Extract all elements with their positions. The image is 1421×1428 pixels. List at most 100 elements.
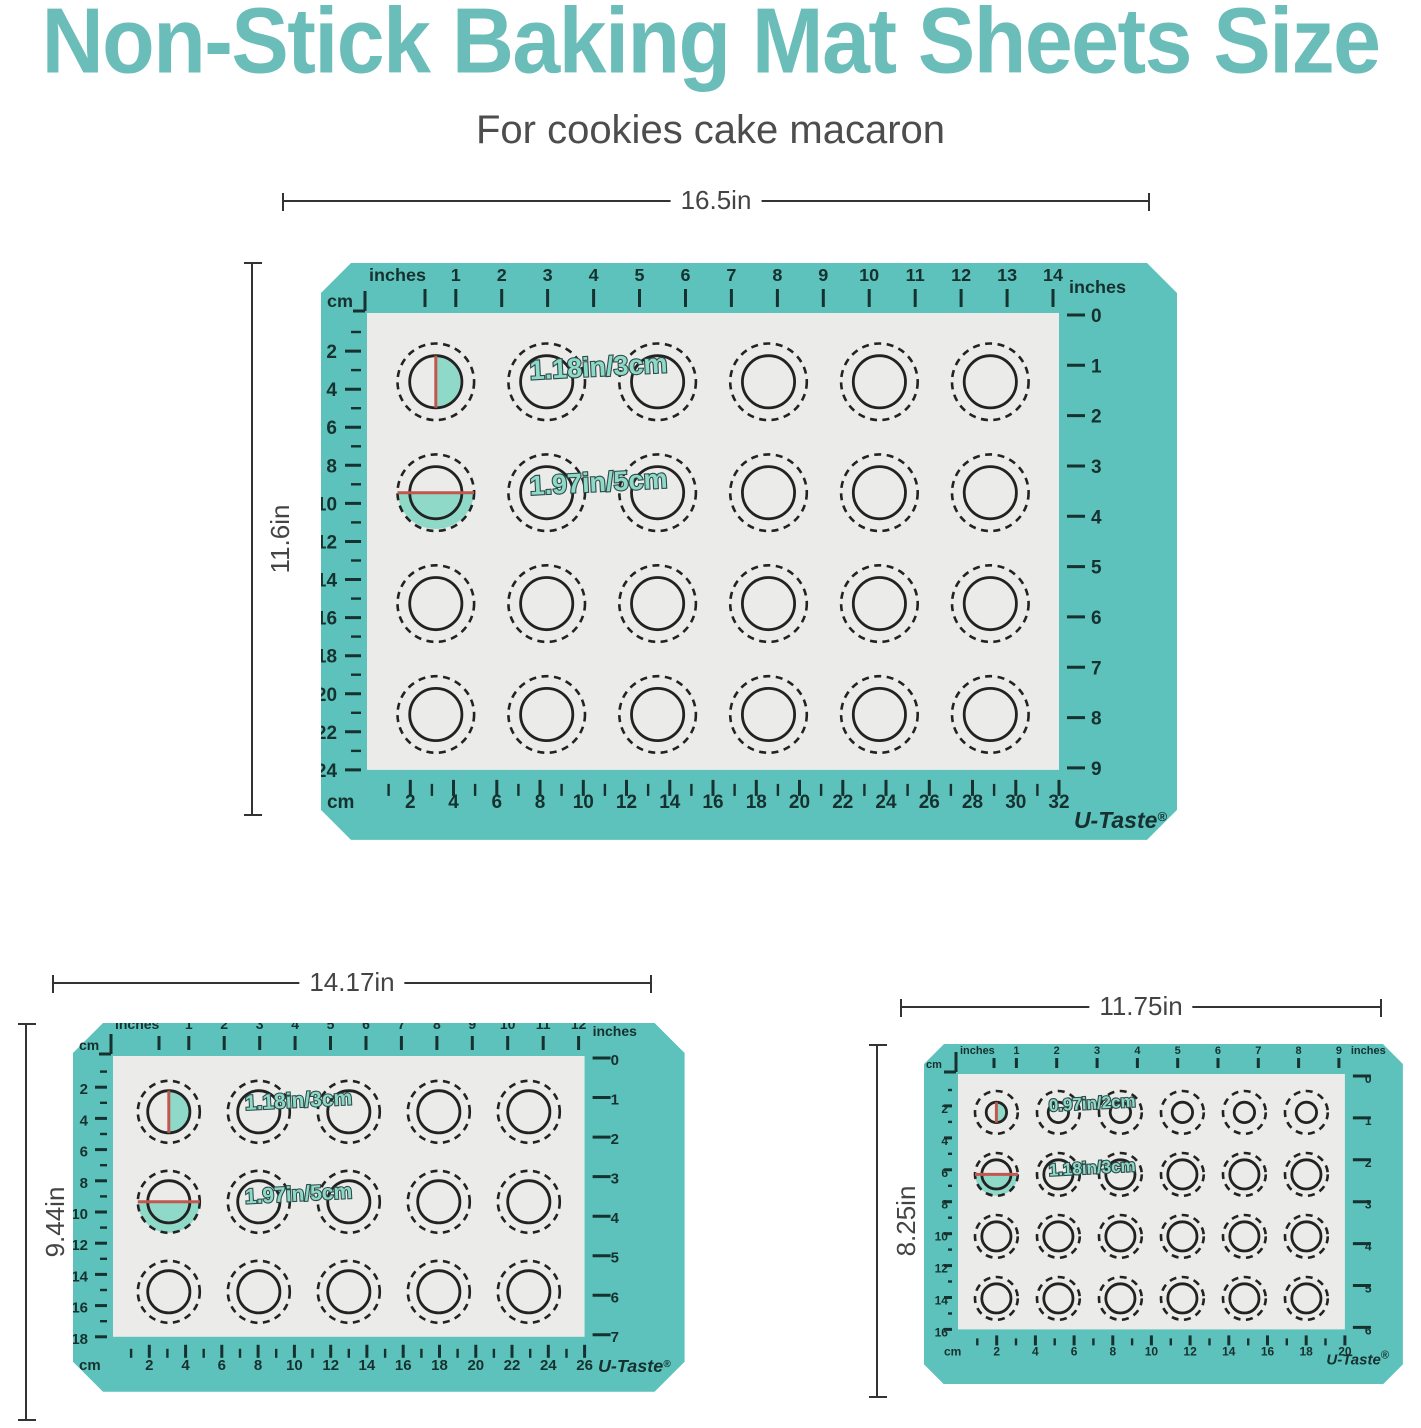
svg-text:inches: inches bbox=[369, 265, 426, 285]
svg-text:22: 22 bbox=[504, 1357, 521, 1374]
svg-text:12: 12 bbox=[571, 1023, 587, 1032]
svg-text:16: 16 bbox=[395, 1357, 412, 1374]
svg-text:20: 20 bbox=[789, 792, 810, 813]
svg-text:4: 4 bbox=[448, 792, 459, 813]
svg-text:20: 20 bbox=[321, 685, 337, 706]
svg-text:22: 22 bbox=[321, 723, 337, 744]
svg-text:14: 14 bbox=[1043, 265, 1063, 285]
svg-text:inches: inches bbox=[1351, 1045, 1386, 1057]
svg-text:8: 8 bbox=[326, 456, 337, 477]
svg-text:20: 20 bbox=[467, 1357, 484, 1374]
svg-text:cm: cm bbox=[926, 1059, 942, 1071]
svg-text:10: 10 bbox=[500, 1023, 516, 1032]
svg-text:16: 16 bbox=[321, 609, 337, 630]
svg-text:2: 2 bbox=[405, 792, 416, 813]
svg-text:4: 4 bbox=[181, 1357, 190, 1374]
svg-text:16: 16 bbox=[73, 1300, 88, 1317]
svg-text:4: 4 bbox=[611, 1210, 620, 1227]
svg-text:2: 2 bbox=[1365, 1156, 1372, 1170]
svg-text:9: 9 bbox=[818, 265, 828, 285]
svg-text:10: 10 bbox=[935, 1230, 949, 1244]
svg-text:8: 8 bbox=[1296, 1045, 1302, 1057]
svg-text:7: 7 bbox=[1255, 1045, 1261, 1057]
svg-text:8: 8 bbox=[772, 265, 782, 285]
svg-text:2: 2 bbox=[993, 1344, 1000, 1358]
svg-text:8: 8 bbox=[1091, 709, 1102, 730]
svg-text:24: 24 bbox=[540, 1357, 557, 1374]
svg-text:5: 5 bbox=[1175, 1045, 1181, 1057]
svg-text:4: 4 bbox=[80, 1112, 89, 1129]
svg-text:8: 8 bbox=[433, 1023, 441, 1032]
svg-text:2: 2 bbox=[941, 1102, 948, 1116]
svg-text:6: 6 bbox=[218, 1357, 226, 1374]
svg-text:10: 10 bbox=[1145, 1344, 1159, 1358]
svg-text:5: 5 bbox=[327, 1023, 335, 1032]
svg-text:inches: inches bbox=[1069, 277, 1126, 297]
svg-text:6: 6 bbox=[1365, 1323, 1372, 1337]
svg-text:7: 7 bbox=[398, 1023, 406, 1032]
svg-text:1: 1 bbox=[611, 1091, 619, 1108]
svg-text:6: 6 bbox=[1091, 608, 1102, 629]
svg-text:11: 11 bbox=[906, 265, 925, 285]
svg-text:2: 2 bbox=[145, 1357, 153, 1374]
svg-text:18: 18 bbox=[746, 792, 767, 813]
svg-text:0: 0 bbox=[1365, 1072, 1372, 1086]
svg-text:2: 2 bbox=[1054, 1045, 1060, 1057]
svg-text:8: 8 bbox=[254, 1357, 262, 1374]
svg-text:U-Taste®: U-Taste® bbox=[1074, 807, 1167, 833]
svg-text:cm: cm bbox=[327, 792, 354, 813]
svg-text:6: 6 bbox=[492, 792, 503, 813]
svg-text:5: 5 bbox=[1091, 558, 1102, 579]
svg-text:1: 1 bbox=[185, 1023, 193, 1032]
svg-text:8: 8 bbox=[941, 1198, 948, 1212]
svg-text:4: 4 bbox=[589, 265, 599, 285]
svg-text:5: 5 bbox=[1365, 1281, 1372, 1295]
svg-text:12: 12 bbox=[73, 1237, 88, 1254]
svg-text:3: 3 bbox=[1091, 457, 1102, 478]
svg-text:12: 12 bbox=[935, 1262, 949, 1276]
svg-text:18: 18 bbox=[321, 647, 337, 668]
svg-text:7: 7 bbox=[611, 1329, 619, 1346]
svg-text:1: 1 bbox=[1091, 356, 1102, 377]
svg-text:14: 14 bbox=[359, 1357, 376, 1374]
svg-text:7: 7 bbox=[1091, 658, 1102, 679]
svg-text:12: 12 bbox=[321, 532, 337, 553]
svg-text:cm: cm bbox=[79, 1357, 101, 1374]
svg-text:14: 14 bbox=[659, 792, 681, 813]
svg-text:18: 18 bbox=[1300, 1344, 1314, 1358]
svg-text:1: 1 bbox=[451, 265, 461, 285]
svg-text:28: 28 bbox=[962, 792, 983, 813]
svg-text:24: 24 bbox=[875, 792, 897, 813]
svg-text:3: 3 bbox=[543, 265, 553, 285]
svg-text:14: 14 bbox=[1222, 1344, 1236, 1358]
svg-text:2: 2 bbox=[220, 1023, 228, 1032]
svg-text:5: 5 bbox=[611, 1250, 619, 1267]
svg-text:8: 8 bbox=[80, 1175, 88, 1192]
svg-text:10: 10 bbox=[321, 494, 337, 515]
svg-text:6: 6 bbox=[1215, 1045, 1221, 1057]
svg-text:4: 4 bbox=[1091, 507, 1102, 528]
svg-text:30: 30 bbox=[1005, 792, 1026, 813]
svg-text:inches: inches bbox=[593, 1023, 638, 1039]
svg-text:32: 32 bbox=[1048, 792, 1069, 813]
svg-text:8: 8 bbox=[535, 792, 546, 813]
svg-text:inches: inches bbox=[115, 1023, 160, 1032]
svg-text:26: 26 bbox=[919, 792, 940, 813]
svg-text:6: 6 bbox=[80, 1144, 88, 1161]
svg-text:16: 16 bbox=[702, 792, 723, 813]
svg-text:4: 4 bbox=[1134, 1045, 1141, 1057]
svg-text:4: 4 bbox=[291, 1023, 299, 1032]
svg-text:6: 6 bbox=[680, 265, 690, 285]
svg-text:2: 2 bbox=[80, 1081, 88, 1098]
svg-text:6: 6 bbox=[362, 1023, 370, 1032]
svg-text:cm: cm bbox=[327, 291, 353, 311]
svg-text:cm: cm bbox=[944, 1344, 961, 1358]
svg-text:10: 10 bbox=[859, 265, 879, 285]
svg-text:24: 24 bbox=[321, 761, 337, 782]
svg-text:12: 12 bbox=[951, 265, 971, 285]
svg-text:7: 7 bbox=[726, 265, 736, 285]
svg-text:4: 4 bbox=[1365, 1240, 1372, 1254]
svg-text:inches: inches bbox=[960, 1045, 995, 1057]
svg-text:13: 13 bbox=[997, 265, 1017, 285]
svg-text:22: 22 bbox=[832, 792, 853, 813]
